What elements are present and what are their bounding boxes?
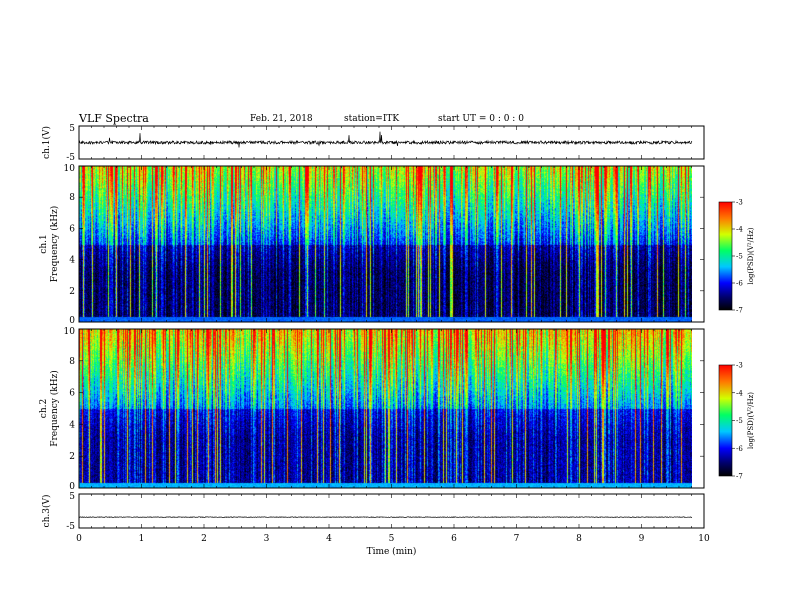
y-tick-label: 5 [69,124,75,134]
y-tick-label: 10 [64,327,76,337]
voltage-axis-label: ch.3(V) [41,495,52,528]
spectrogram-image [79,329,692,488]
waveform-line [78,131,693,148]
frequency-axis-label-group: ch.2 Frequency (kHz) [39,370,60,447]
x-tick-label: 6 [451,534,457,544]
colorbar-label: log(PSD)(V²/Hz) [747,392,755,449]
colorbar-tick-label: -5 [736,417,743,425]
frequency-axis-label: ch.1 [39,234,49,253]
x-tick-label: 10 [698,534,710,544]
colorbar-tick-label: -3 [736,199,743,207]
y-tick-label: -5 [66,153,75,163]
colorbar-tick-label: -3 [736,362,743,370]
y-tick-label: 5 [69,492,75,502]
voltage-axis-label: ch.1(V) [41,126,52,159]
colorbar-tick-label: -5 [736,253,743,261]
frequency-axis-label: ch.2 [39,399,49,418]
x-tick-label: 5 [389,534,395,544]
x-tick-label: 1 [139,534,145,544]
colorbar-tick-label: -7 [736,473,743,481]
frequency-axis-label: Frequency (kHz) [49,206,60,283]
y-tick-label: 0 [69,482,75,492]
y-tick-label: 10 [64,164,76,174]
colorbar-tick-label: -4 [736,389,743,397]
y-tick-label: 6 [69,224,75,234]
frequency-axis-label: Frequency (kHz) [49,370,60,447]
colorbar [718,364,733,477]
x-tick-label: 7 [514,534,520,544]
x-tick-label: 9 [639,534,645,544]
station-label: station=ITK [344,114,400,124]
colorbar-label: log(PSD)(V²/Hz) [747,227,755,284]
y-tick-label: 8 [69,193,75,203]
x-tick-label: 3 [264,534,270,544]
colorbar [718,201,733,311]
waveform-line [78,516,693,518]
y-tick-label: -5 [66,522,75,532]
x-tick-label: 4 [326,534,332,544]
chart-title: VLF Spectra [79,112,149,125]
x-axis-label: Time (min) [367,546,417,557]
y-tick-label: 2 [69,287,75,297]
y-tick-label: 0 [69,316,75,326]
y-tick-label: 4 [69,420,75,430]
y-tick-label: 4 [69,256,75,266]
y-tick-label: 2 [69,452,75,462]
x-tick-label: 8 [576,534,582,544]
colorbar-tick-label: -7 [736,307,743,315]
colorbar-tick-label: -6 [736,445,743,453]
panel-frame [78,493,705,529]
date-label: Feb. 21, 2018 [250,114,313,124]
start-time-label: start UT = 0 : 0 : 0 [438,114,524,124]
y-tick-label: 6 [69,389,75,399]
colorbar-tick-label: -4 [736,226,743,234]
frequency-axis-label-group: ch.1 Frequency (kHz) [39,206,60,283]
x-tick-label: 2 [201,534,207,544]
y-tick-label: 8 [69,357,75,367]
colorbar-tick-label: -6 [736,280,743,288]
spectrogram-image [79,166,692,322]
x-tick-label: 0 [76,534,82,544]
